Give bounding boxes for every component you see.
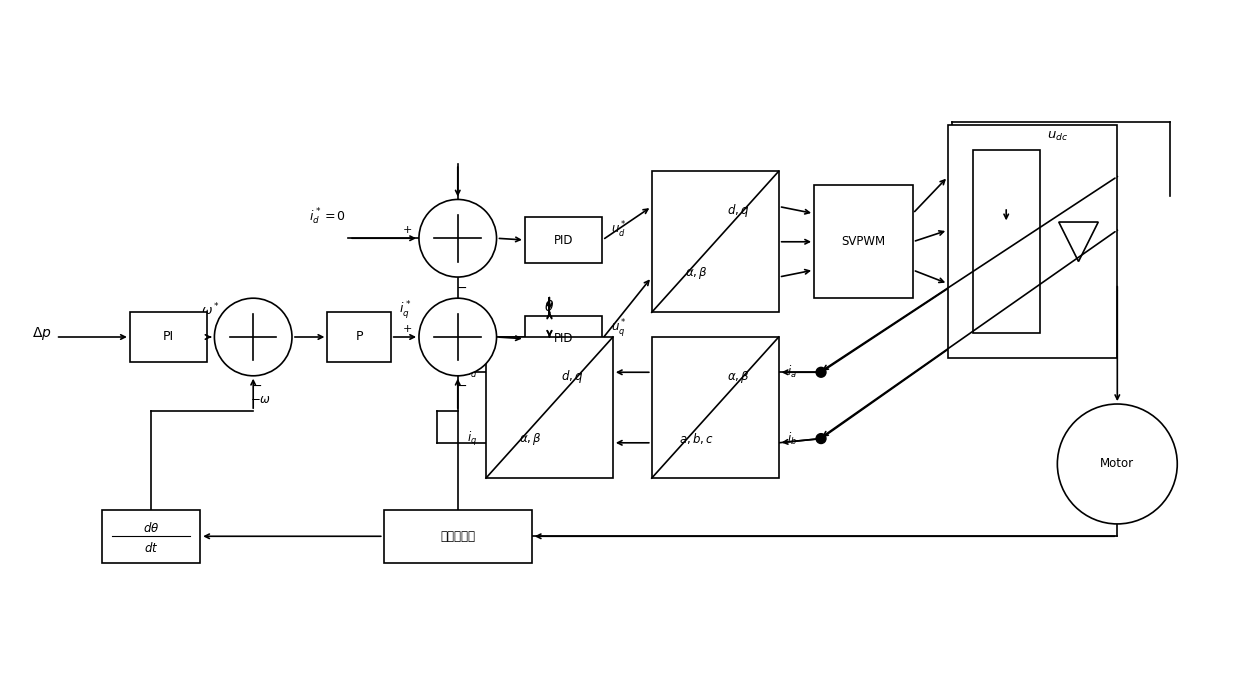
Text: $-$: $-$ [252, 379, 263, 392]
Text: Motor: Motor [1100, 458, 1135, 470]
Text: $\Delta p$: $\Delta p$ [32, 325, 51, 342]
Text: $\theta$: $\theta$ [544, 337, 554, 352]
Text: $d, q$: $d, q$ [560, 368, 584, 385]
Bar [486, 337, 613, 478]
Circle shape [419, 298, 496, 376]
Text: $a, b, c$: $a, b, c$ [678, 431, 714, 446]
Text: $i_d$: $i_d$ [467, 364, 477, 380]
Text: $i_a$: $i_a$ [787, 364, 797, 380]
Circle shape [419, 200, 496, 277]
Text: $-$: $-$ [456, 280, 466, 294]
Text: PI: PI [162, 330, 174, 344]
Bar [949, 125, 1117, 358]
Text: $u_d^*$: $u_d^*$ [611, 219, 626, 239]
Text: $-\omega$: $-\omega$ [249, 394, 270, 406]
Bar [525, 217, 603, 263]
Text: $i_d^*=0$: $i_d^*=0$ [309, 207, 346, 227]
Bar [130, 312, 207, 362]
Text: $i_b$: $i_b$ [787, 431, 797, 447]
Bar [383, 510, 532, 563]
Text: SVPWM: SVPWM [841, 235, 885, 248]
Text: 位置传感器: 位置传感器 [440, 530, 475, 543]
Text: $i_q$: $i_q$ [467, 429, 477, 448]
Circle shape [816, 367, 826, 377]
Polygon shape [1059, 222, 1099, 262]
Text: $d\theta$: $d\theta$ [143, 521, 159, 534]
Circle shape [1058, 404, 1177, 524]
Text: $\theta$: $\theta$ [544, 299, 554, 315]
Text: PID: PID [554, 233, 573, 247]
Text: $\alpha, \beta$: $\alpha, \beta$ [684, 265, 708, 281]
Bar [652, 337, 779, 478]
Text: +: + [403, 324, 412, 334]
Text: $\alpha, \beta$: $\alpha, \beta$ [520, 431, 542, 447]
Text: $u_{dc}$: $u_{dc}$ [1047, 129, 1068, 142]
Bar [102, 510, 201, 563]
Text: $u_q^*$: $u_q^*$ [611, 317, 626, 339]
Bar [813, 185, 913, 298]
Circle shape [215, 298, 291, 376]
Text: $\alpha, \beta$: $\alpha, \beta$ [727, 369, 749, 384]
Text: $dt$: $dt$ [144, 541, 159, 555]
Text: +: + [403, 225, 412, 235]
Bar [525, 316, 603, 362]
Text: $d, q$: $d, q$ [727, 202, 749, 219]
Text: P: P [355, 330, 363, 344]
Bar [652, 171, 779, 312]
Text: $i_q^*$: $i_q^*$ [399, 299, 410, 321]
Text: PID: PID [554, 332, 573, 345]
Bar [972, 150, 1039, 334]
Text: +: + [198, 324, 207, 334]
Circle shape [816, 433, 826, 443]
Text: $-$: $-$ [456, 379, 466, 392]
Text: $\omega^*$: $\omega^*$ [201, 302, 221, 319]
Bar [327, 312, 391, 362]
